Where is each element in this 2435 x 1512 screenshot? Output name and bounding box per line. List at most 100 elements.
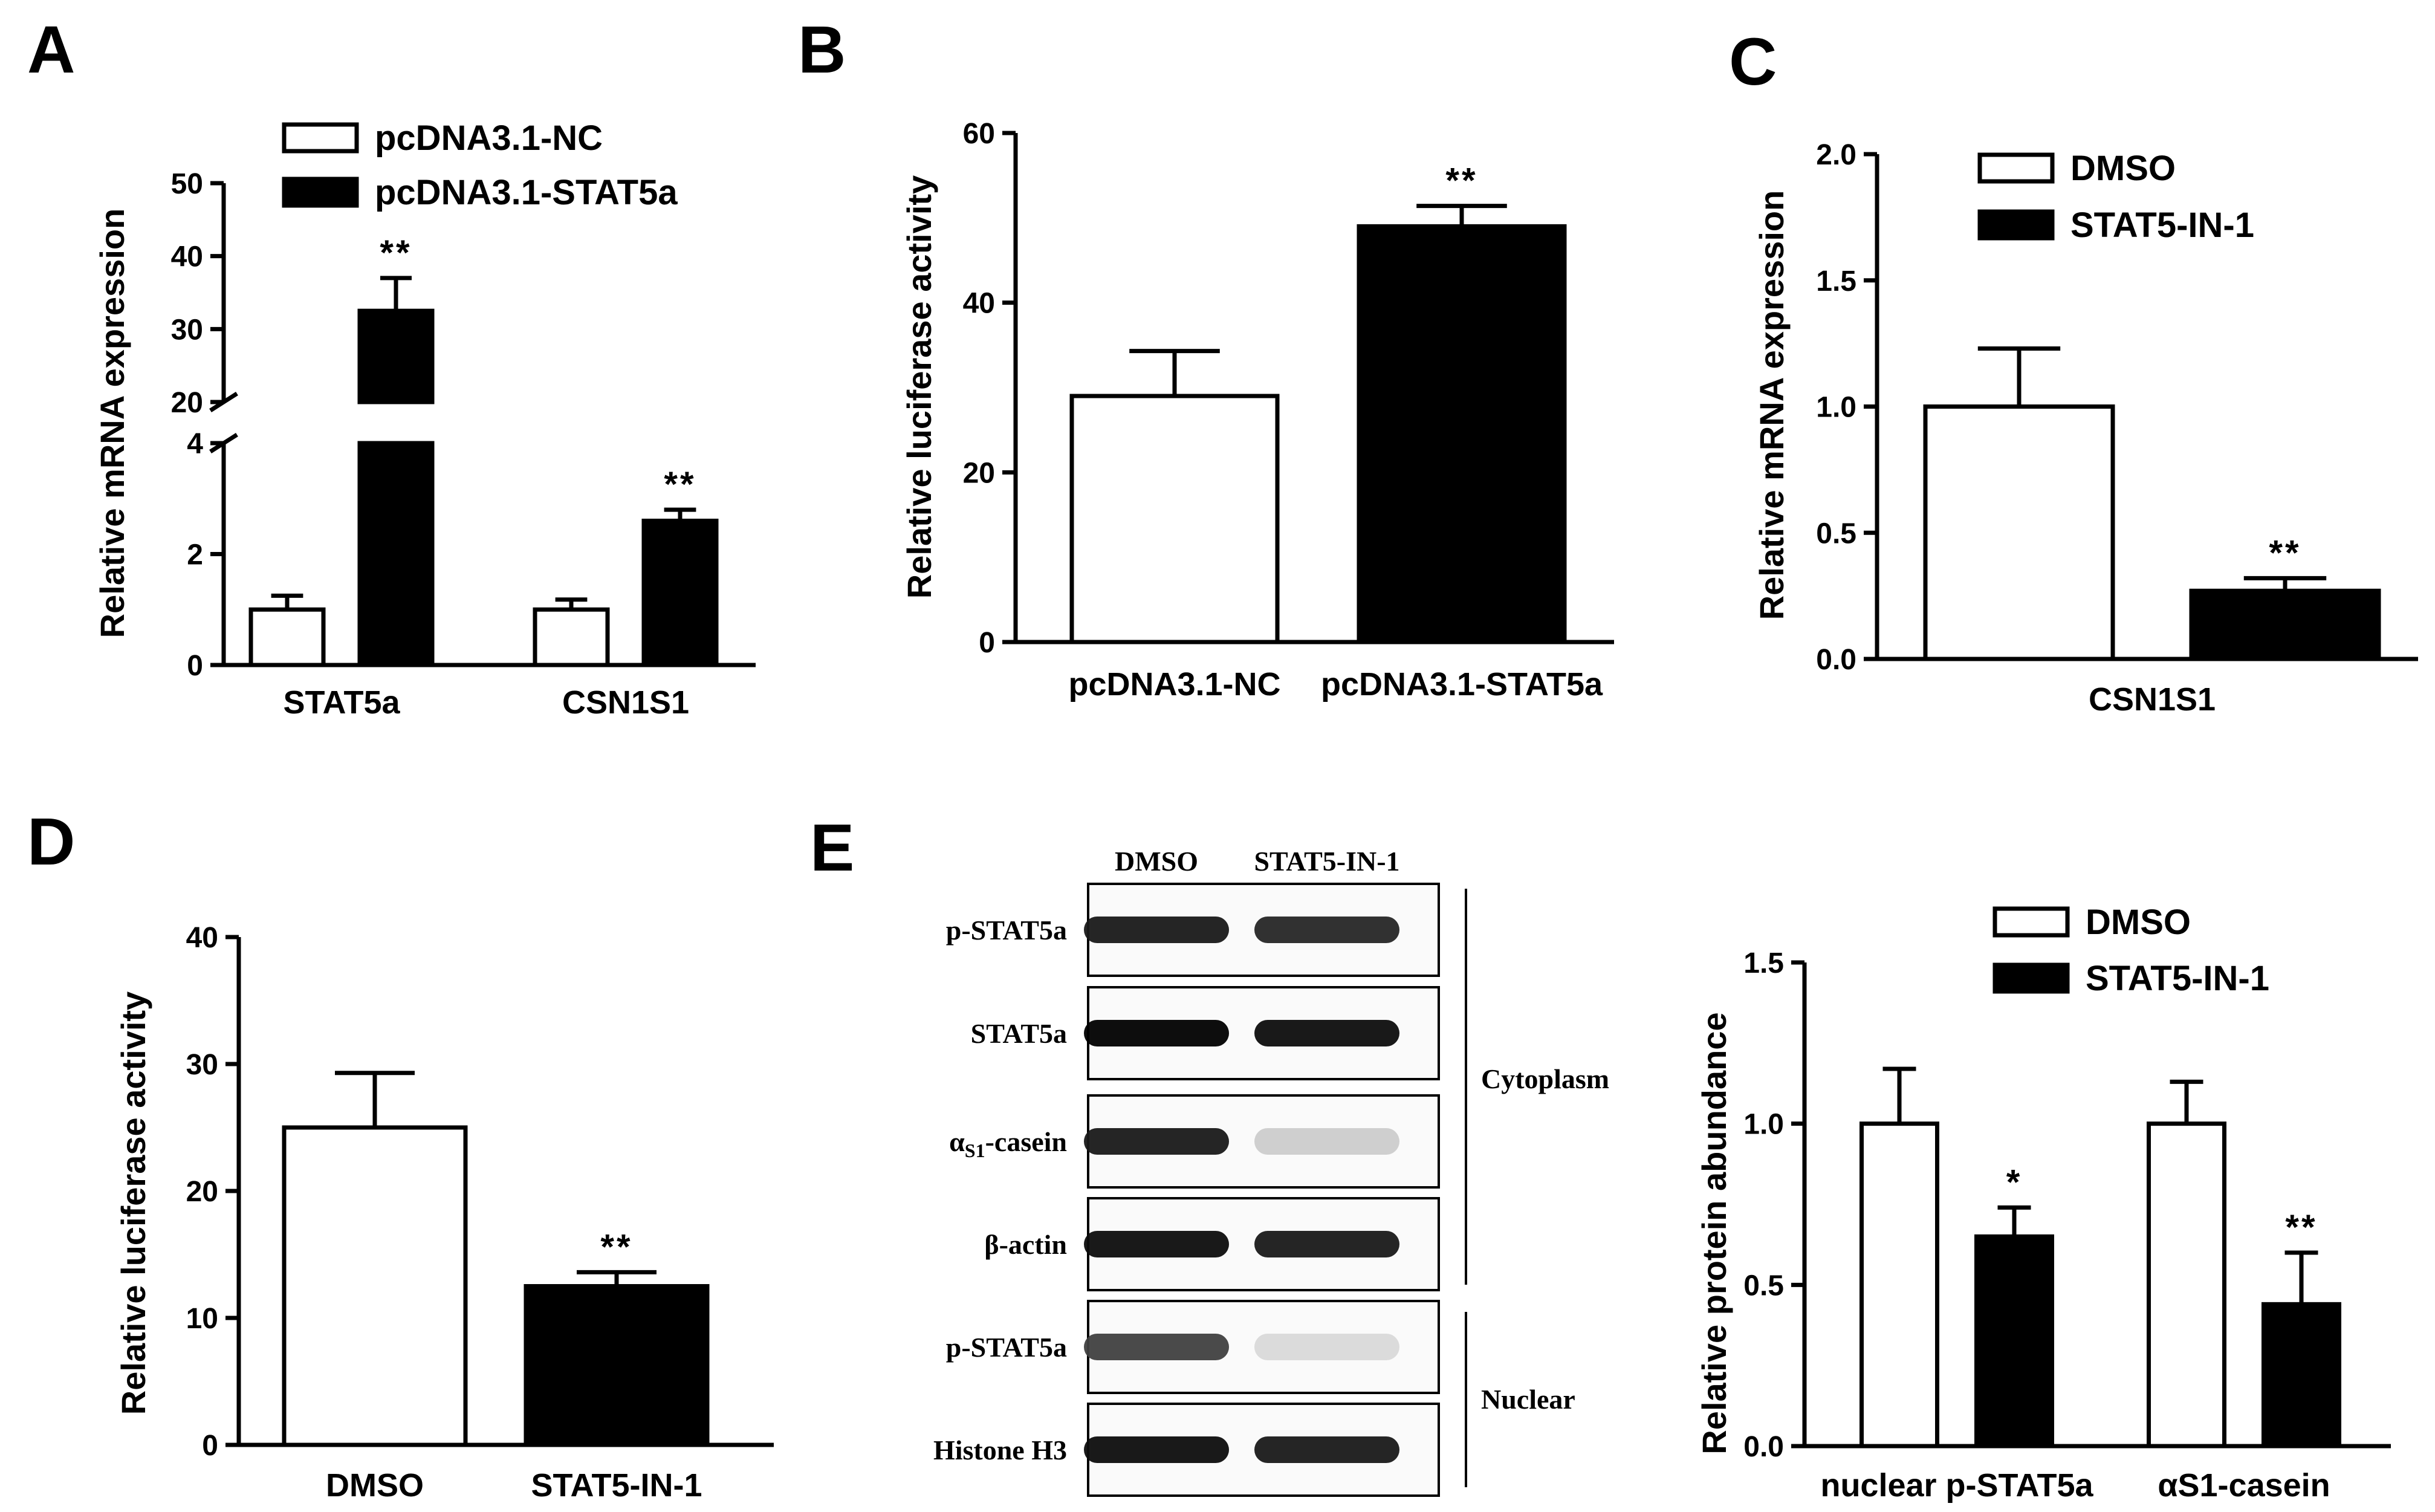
western-blot: DMSO STAT5-IN-1 p-STAT5a STAT5a αS1-casein β-… (933, 846, 1609, 1497)
chart-a-ylabel: Relative mRNA expression (93, 209, 131, 638)
chart-e-ytick-label: 1.0 (1743, 1109, 1784, 1141)
blot-band (1254, 1436, 1399, 1463)
chart-e-significance: ** (2285, 1208, 2317, 1247)
chart-a-ytick-label: 0 (187, 650, 203, 682)
blot-band (1084, 1436, 1229, 1463)
chart-e-bar (2147, 1121, 2226, 1449)
chart-c-significance: ** (2269, 533, 2301, 573)
chart-b-significance: ** (1445, 161, 1477, 201)
chart-e-legend-label: STAT5-IN-1 (2086, 959, 2269, 998)
chart-a-significance: ** (664, 465, 696, 504)
chart-c-ytick-label: 2.0 (1816, 139, 1856, 171)
chart-c-ytick-label: 0.0 (1816, 644, 1856, 676)
blot-row-label: STAT5a (971, 1018, 1067, 1049)
chart-c-bars: ** (1923, 346, 2381, 661)
blot-band (1254, 917, 1399, 943)
chart-d-ytick-label: 10 (186, 1303, 218, 1335)
chart-a-bar (357, 441, 435, 667)
chart-b-category-label: pcDNA3.1-NC (1068, 666, 1280, 702)
chart-c-ytick-label: 0.5 (1816, 518, 1856, 550)
chart-b-ylabel: Relative luciferase activity (900, 175, 938, 599)
chart-e-ylabel: Relative protein abundance (1695, 1012, 1733, 1454)
chart-a-bar (641, 518, 719, 667)
panel-letter-c: C (1729, 25, 1777, 99)
chart-b-ytick-label: 20 (963, 457, 995, 489)
blot-group-label: Cytoplasm (1481, 1063, 1609, 1094)
chart-a-ytick-label: 2 (187, 539, 203, 571)
chart-d-ytick-label: 30 (186, 1049, 218, 1081)
chart-a-legend-swatch (282, 177, 359, 208)
blot-band (1084, 1334, 1229, 1360)
chart-d-ytick-label: 40 (186, 922, 218, 954)
blot-lane-label: DMSO (1115, 846, 1198, 877)
chart-e-ytick-label: 0.0 (1743, 1431, 1784, 1463)
chart-e-bars: *** (1859, 1066, 2341, 1449)
chart-a-category-label: STAT5a (283, 684, 400, 721)
blot-lane-label: STAT5-IN-1 (1254, 846, 1399, 877)
chart-a-ytick-label: 20 (171, 387, 203, 419)
chart-a-ytick-label: 50 (171, 168, 203, 200)
blot-row-label: αS1-casein (949, 1126, 1067, 1161)
chart-a-bar (533, 607, 610, 667)
chart-a-ytick-label: 30 (171, 314, 203, 346)
chart-b-bar (1069, 394, 1280, 644)
chart-c-ytick-label: 1.0 (1816, 392, 1856, 424)
chart-b-ytick-label: 0 (979, 627, 995, 659)
blot-band (1084, 1020, 1229, 1046)
chart-a-bar (248, 607, 326, 667)
chart-d-bar (524, 1284, 710, 1447)
panel-letter-a: A (27, 13, 75, 87)
chart-a-ytick-label: 40 (171, 241, 203, 273)
chart-d: Relative luciferase activity 0 10 20 30 40 *… (114, 922, 774, 1504)
chart-e-legend-label: DMSO (2086, 903, 2191, 942)
blot-row-label: β-actin (984, 1229, 1067, 1260)
chart-a-bar (357, 308, 435, 404)
chart-e-category-label: nuclear p-STAT5a (1820, 1467, 2093, 1504)
chart-c-ytick-label: 1.5 (1816, 265, 1856, 297)
panel-letter-d: D (27, 805, 75, 879)
blot-band (1084, 917, 1229, 943)
chart-a-legend: pcDNA3.1-NC pcDNA3.1-STAT5a (282, 118, 678, 212)
chart-d-ytick-label: 0 (202, 1430, 218, 1462)
chart-e-ytick-label: 0.5 (1743, 1270, 1784, 1302)
blot-band (1254, 1128, 1399, 1155)
chart-d-ytick-label: 20 (186, 1176, 218, 1208)
chart-b-bars: ** (1069, 161, 1567, 644)
chart-e-category-label: αS1-casein (2158, 1467, 2330, 1504)
chart-d-category-label: STAT5-IN-1 (531, 1467, 702, 1504)
chart-e-ytick-label: 1.5 (1743, 947, 1784, 979)
blot-band (1254, 1231, 1399, 1257)
chart-c-legend-swatch (1977, 209, 2055, 241)
panel-letter-b: B (798, 13, 846, 87)
chart-d-ylabel: Relative luciferase activity (114, 991, 152, 1415)
chart-c-bar (2189, 588, 2381, 661)
chart-c-legend-swatch (1977, 152, 2055, 184)
blot-band (1254, 1020, 1399, 1046)
chart-e-bar (1974, 1234, 2054, 1449)
chart-e-bar (2262, 1302, 2341, 1449)
panel-letter-e: E (810, 811, 854, 885)
chart-d-bars: ** (282, 1071, 710, 1447)
chart-d-significance: ** (600, 1227, 632, 1267)
chart-a-significance: ** (380, 233, 412, 273)
chart-d-bar (282, 1125, 468, 1447)
chart-a-category-label: CSN1S1 (562, 684, 689, 721)
chart-c-legend-label: STAT5-IN-1 (2070, 206, 2254, 245)
chart-c-bar (1923, 404, 2115, 661)
chart-a-legend-label: pcDNA3.1-NC (375, 118, 603, 158)
chart-e: Relative protein abundance 0.00.51.01.5 … (1695, 903, 2391, 1504)
blot-row-label: p-STAT5a (946, 1332, 1067, 1363)
blot-band (1254, 1334, 1399, 1360)
chart-c-category-label: CSN1S1 (2089, 681, 2216, 718)
chart-a-legend-swatch (282, 122, 359, 154)
chart-c: Relative mRNA expression 0.0 0.5 1.0 1.5 2.0… (1752, 139, 2418, 718)
chart-c-ylabel: Relative mRNA expression (1752, 190, 1791, 620)
chart-b-bar (1357, 224, 1567, 644)
chart-b-category-label: pcDNA3.1-STAT5a (1321, 666, 1603, 702)
chart-a-legend-label: pcDNA3.1-STAT5a (375, 173, 678, 212)
chart-e-legend: DMSO STAT5-IN-1 (1992, 903, 2269, 998)
blot-group-label: Nuclear (1481, 1384, 1575, 1415)
